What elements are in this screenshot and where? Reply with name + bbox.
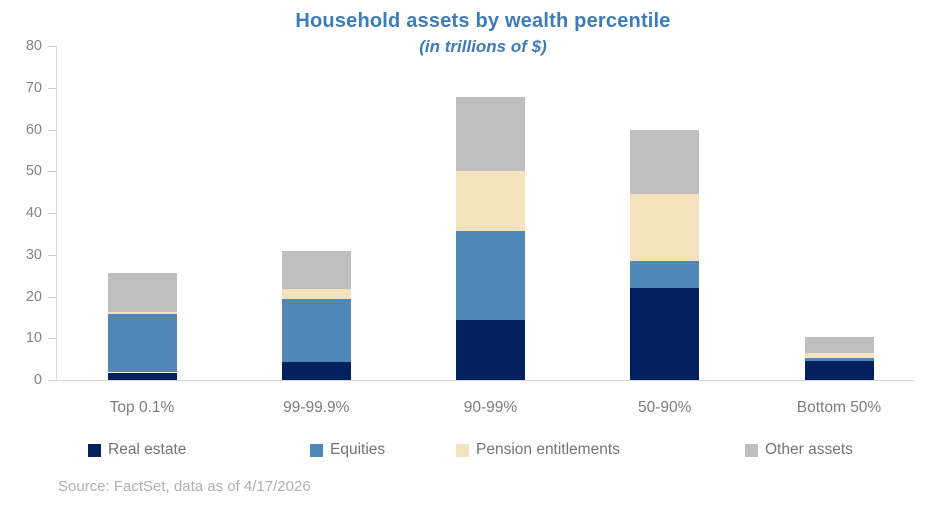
y-tick-mark	[48, 254, 56, 256]
x-axis-category-label: 50-90%	[638, 399, 692, 416]
y-tick-label: 10	[25, 330, 42, 347]
y-tick-label: 30	[25, 246, 42, 263]
y-tick-mark	[48, 171, 56, 173]
bar-segment-equities	[630, 261, 700, 289]
bar-segment-pension-entitlements	[630, 193, 700, 262]
y-axis-line	[56, 46, 57, 380]
x-axis-category-label: 99-99.9%	[283, 399, 350, 416]
x-axis-category-label: Bottom 50%	[796, 399, 882, 416]
bar-segment-real-estate	[281, 362, 351, 380]
legend-swatch-icon	[456, 443, 469, 457]
source-note: Source: FactSet, data as of 4/17/2026	[58, 478, 311, 495]
legend-item-real-estate: Real estate	[88, 441, 186, 459]
y-tick-mark	[48, 213, 56, 214]
bar-segment-equities	[107, 314, 177, 373]
bar-segment-equities	[456, 231, 525, 321]
y-tick-mark	[48, 129, 56, 131]
bar-segment-other-assets	[630, 129, 700, 194]
legend-item-other-assets: Other assets	[745, 441, 853, 459]
x-axis-line	[48, 380, 915, 381]
bar-segment-real-estate	[107, 372, 177, 380]
bar-segment-real-estate	[630, 288, 700, 380]
bar-segment-pension-entitlements	[456, 170, 525, 231]
y-tick-label: 40	[25, 205, 42, 221]
legend-label: Pension entitlements	[476, 441, 620, 458]
y-tick-mark	[48, 338, 56, 340]
y-tick-label: 0	[33, 372, 42, 388]
legend-label: Real estate	[108, 441, 187, 458]
legend-swatch-icon	[310, 443, 323, 457]
bar-segment-other-assets	[107, 272, 177, 312]
y-tick-mark	[48, 87, 56, 89]
y-tick-label: 70	[25, 79, 42, 96]
y-tick-label: 80	[25, 38, 42, 54]
chart-subtitle: (in trillions of $)	[419, 37, 547, 56]
y-tick-label: 50	[25, 163, 42, 180]
y-tick-mark	[48, 296, 56, 298]
x-axis-category-label: Top 0.1%	[109, 399, 175, 416]
bar-segment-other-assets	[456, 96, 525, 171]
bar-segment-equities	[804, 357, 874, 362]
bar-segment-other-assets	[281, 250, 351, 290]
bar-segment-real-estate	[456, 320, 525, 380]
bar-segment-other-assets	[804, 337, 874, 353]
legend-item-pension-entitlements: Pension entitlements	[456, 441, 620, 459]
legend-label: Other assets	[765, 441, 853, 458]
legend-swatch-icon	[745, 443, 758, 457]
bar-segment-real-estate	[804, 361, 874, 380]
bar-segment-pension-entitlements	[107, 311, 177, 314]
chart-title: Household assets by wealth percentile	[295, 10, 671, 32]
x-axis-category-label: 90-99%	[463, 399, 518, 416]
legend-swatch-icon	[88, 443, 101, 457]
bar-segment-pension-entitlements	[804, 352, 874, 358]
legend-item-equities: Equities	[310, 441, 385, 459]
legend-label: Equities	[330, 441, 386, 458]
y-tick-label: 20	[25, 288, 42, 305]
y-tick-label: 60	[25, 121, 42, 138]
y-tick-mark	[48, 46, 56, 47]
bar-segment-pension-entitlements	[281, 289, 351, 300]
bar-segment-equities	[281, 299, 351, 362]
